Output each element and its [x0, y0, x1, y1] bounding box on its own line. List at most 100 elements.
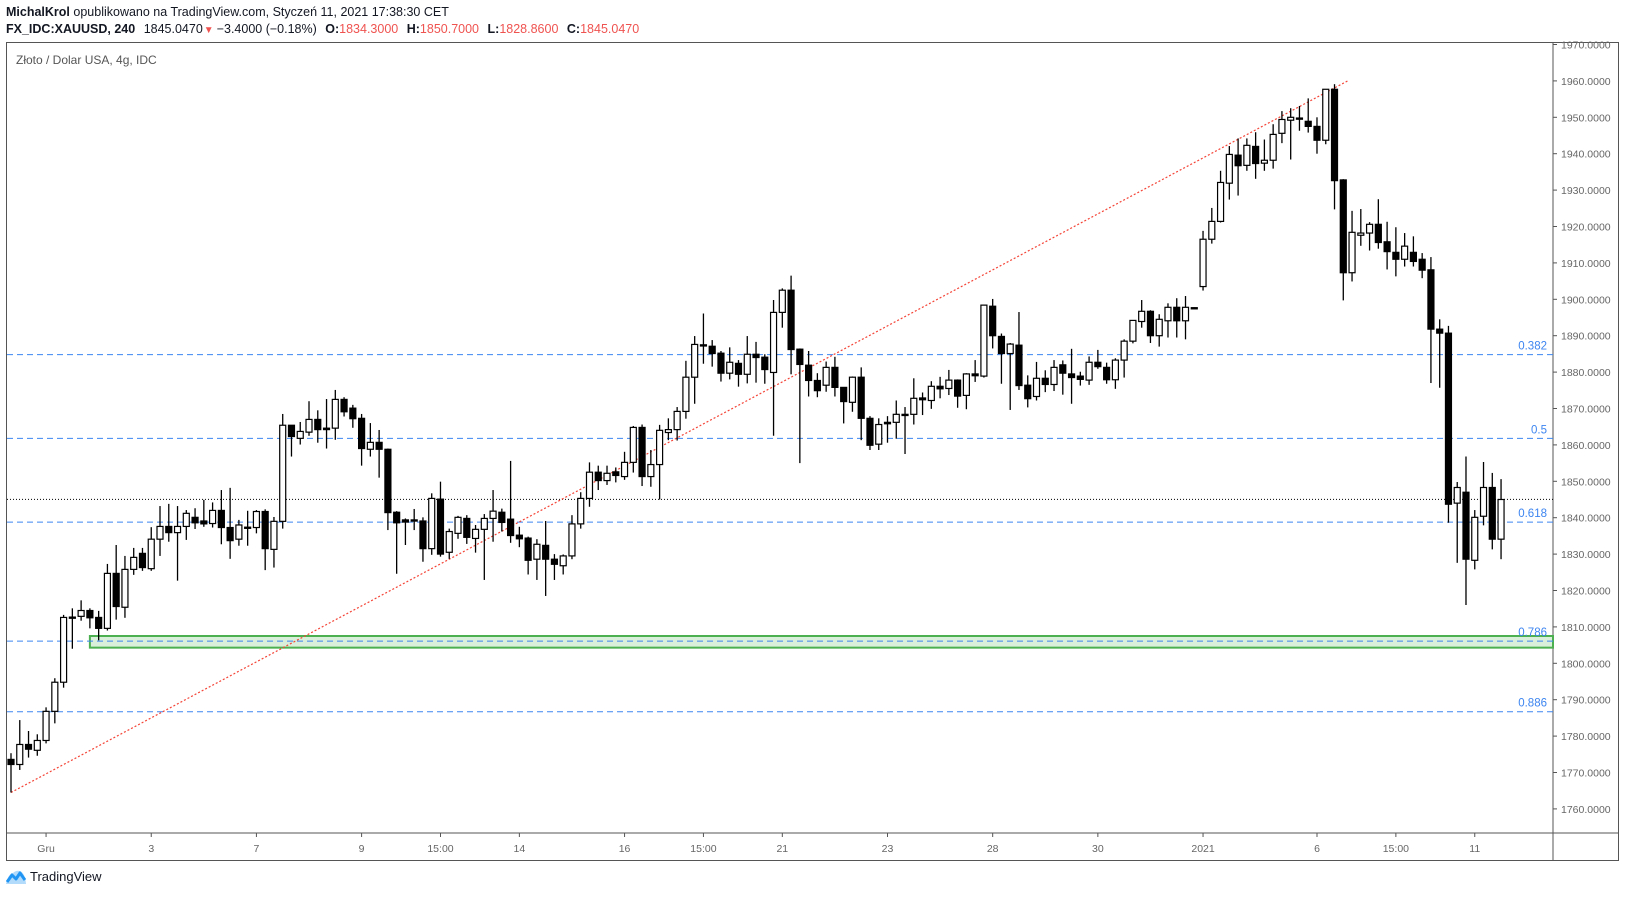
symbol-info: FX_IDC:XAUUSD, 240 1845.0470▼ −3.4000 (−0…	[6, 22, 639, 36]
candle-body-up	[1497, 498, 1505, 540]
candle-body-down	[515, 534, 523, 540]
candle	[1409, 236, 1418, 267]
candle	[787, 275, 795, 375]
candle-body-down	[612, 471, 620, 477]
candle	[1111, 358, 1119, 389]
candle-body-down	[226, 526, 234, 542]
candle	[393, 511, 401, 574]
candle	[989, 298, 997, 349]
candle-body-up	[305, 418, 313, 433]
trendline	[10, 80, 1348, 794]
candle	[1032, 361, 1041, 401]
candle	[375, 429, 383, 478]
candle	[1313, 117, 1321, 154]
candle-body-down	[1444, 332, 1453, 505]
candle	[1479, 462, 1488, 526]
candle	[1225, 146, 1233, 200]
candle-body-up	[629, 426, 637, 463]
candle-body-down	[840, 386, 848, 403]
candle-body-up	[620, 461, 629, 478]
candle	[1427, 257, 1435, 384]
candle	[244, 510, 252, 546]
candle	[165, 503, 173, 542]
candle	[1444, 325, 1453, 523]
candle-body-up	[901, 413, 909, 417]
candle-body-up	[331, 398, 339, 429]
candle-body-up	[848, 376, 857, 403]
candle	[1067, 348, 1076, 404]
candle-body-up	[699, 344, 708, 347]
candle-body-up	[1479, 486, 1488, 517]
candle-body-up	[1138, 310, 1146, 323]
candle-body-down	[1190, 307, 1198, 310]
candle	[428, 493, 436, 555]
candle	[1181, 296, 1190, 340]
candle	[480, 514, 488, 580]
candle-body-down	[638, 426, 646, 478]
candle-body-down	[401, 519, 410, 523]
x-tick-label: 15:00	[1383, 843, 1409, 855]
candle-body-down	[524, 537, 532, 561]
candle	[647, 449, 655, 487]
candle-body-up	[769, 311, 778, 374]
candle-body-down	[217, 509, 225, 529]
candle	[831, 356, 839, 397]
candle	[1234, 138, 1242, 196]
candle-body-down	[1427, 269, 1435, 330]
tradingview-brand[interactable]: TradingView	[6, 869, 102, 884]
candle	[1076, 371, 1084, 386]
candle	[1330, 84, 1339, 210]
candle-body-up	[445, 530, 453, 553]
candle	[840, 386, 848, 424]
candle	[463, 515, 471, 544]
down-triangle-icon: ▼	[203, 25, 214, 36]
candle	[191, 508, 199, 529]
candle	[1322, 88, 1330, 145]
candle-body-up	[270, 520, 278, 550]
y-tick-label: 1860.0000	[1561, 440, 1611, 452]
y-tick-label: 1830.0000	[1561, 549, 1611, 561]
y-tick-label: 1940.0000	[1561, 149, 1611, 161]
candle	[1287, 108, 1295, 160]
candle-body-down	[1041, 377, 1049, 386]
candle	[1216, 170, 1225, 223]
high-value: 1850.7000	[419, 22, 480, 36]
author-name[interactable]: MichalKrol	[6, 5, 70, 19]
candle-body-up	[1199, 238, 1207, 288]
candle-body-up	[1164, 306, 1172, 322]
published-text: opublikowano na TradingView.com, Styczeń…	[73, 5, 449, 19]
candle	[489, 490, 497, 542]
candle	[208, 502, 217, 528]
y-tick-label: 1840.0000	[1561, 513, 1611, 525]
fib-level-label: 0.382	[1518, 341, 1547, 353]
candle	[1138, 300, 1146, 328]
candle	[235, 519, 243, 546]
candle-body-down	[340, 398, 348, 413]
candle	[594, 465, 602, 491]
candle-body-up	[1085, 361, 1093, 381]
candle-body-up	[962, 373, 970, 396]
candle	[1348, 210, 1356, 282]
candle-body-up	[428, 497, 436, 550]
candle	[59, 614, 68, 688]
candle	[1374, 199, 1382, 249]
chart-panel[interactable]	[6, 42, 1619, 861]
y-tick-label: 1820.0000	[1561, 586, 1611, 598]
candle	[761, 354, 769, 384]
candle-body-down	[813, 379, 821, 392]
candle-body-up	[656, 429, 664, 466]
y-tick-label: 1780.0000	[1561, 731, 1611, 743]
candle	[629, 425, 637, 473]
candle-body-up	[892, 413, 900, 423]
candle-body-down	[24, 743, 33, 750]
candle	[261, 509, 269, 571]
candle-body-down	[1067, 373, 1076, 379]
fib-level-label: 0.5	[1531, 424, 1547, 436]
candle	[1199, 230, 1207, 291]
candle	[1462, 456, 1470, 606]
candle-body-down	[419, 520, 427, 550]
candle-body-up	[489, 510, 497, 520]
candle-body-up	[42, 710, 50, 742]
y-tick-label: 1960.0000	[1561, 76, 1611, 88]
